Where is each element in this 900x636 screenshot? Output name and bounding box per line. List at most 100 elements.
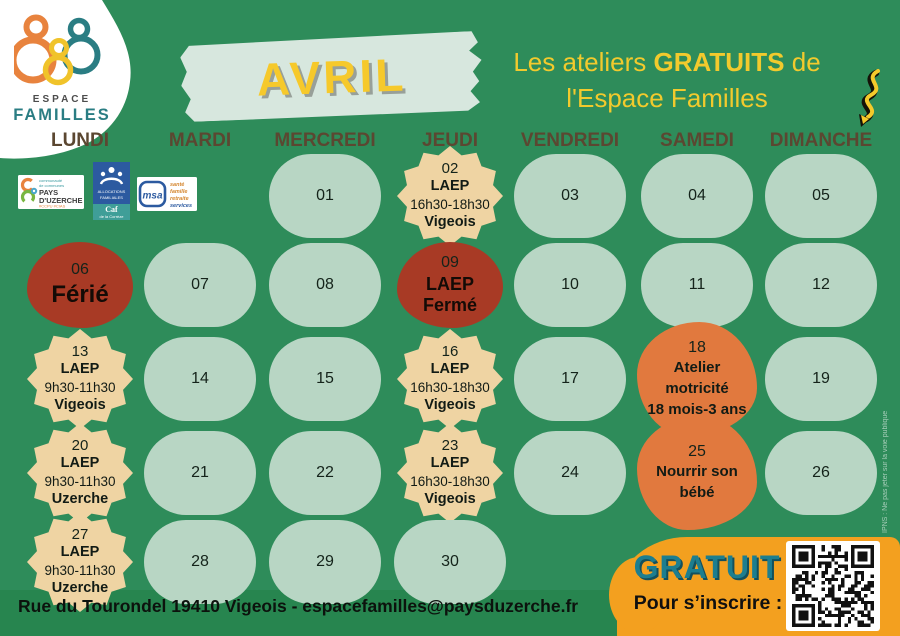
event-line: Atelier: [673, 358, 721, 376]
signup-instruction: Pour s’inscrire :: [633, 592, 783, 614]
date-number: 16: [441, 343, 459, 361]
event-label: Férié: [51, 281, 109, 308]
date-cell: 29: [269, 520, 381, 604]
event-line: LAEP: [60, 361, 100, 378]
date-cell: 11: [641, 243, 753, 327]
date-cell: 15: [269, 337, 381, 421]
day-header: JEUDI: [422, 130, 478, 151]
svg-text:#CCPU #CIAS: #CCPU #CIAS: [39, 204, 66, 209]
day-header: DIMANCHE: [769, 130, 873, 151]
date-cell: 03: [514, 154, 626, 238]
date-cell: 30: [394, 520, 506, 604]
event-line: LAEP: [430, 178, 470, 195]
event-label: LAEP Fermé: [422, 274, 478, 315]
event-cell: 25 Nourrir son bébé: [637, 416, 757, 530]
date-number: 05: [812, 187, 830, 204]
day-header: VENDREDI: [520, 130, 620, 151]
day-header: SAMEDI: [660, 130, 734, 151]
date-number: 13: [71, 343, 89, 361]
date-cell: 12: [765, 243, 877, 327]
event-cell: 06 Férié: [27, 242, 133, 328]
event-line: LAEP: [430, 455, 470, 472]
date-number: 12: [812, 276, 830, 293]
svg-text:retraite: retraite: [170, 196, 189, 202]
svg-text:Caf: Caf: [105, 205, 118, 214]
date-number: 29: [316, 553, 334, 570]
date-cell: 19: [765, 337, 877, 421]
event-cell: 23 LAEP 16h30-18h30 Vigeois: [397, 423, 503, 523]
date-number: 19: [812, 370, 830, 387]
date-cell: 14: [144, 337, 256, 421]
svg-text:FAMILIALES: FAMILIALES: [100, 195, 123, 200]
date-number: 28: [191, 553, 209, 570]
date-cell: 07: [144, 243, 256, 327]
date-number: 01: [316, 187, 334, 204]
svg-text:msa: msa: [142, 191, 162, 202]
event-line: LAEP: [60, 455, 100, 472]
date-cell: 01: [269, 154, 381, 238]
date-cell: 08: [269, 243, 381, 327]
espace-familles-logo-icon: [14, 14, 101, 86]
date-number: 27: [71, 526, 89, 544]
date-number: 15: [316, 370, 334, 387]
day-header: LUNDI: [50, 130, 110, 151]
event-line: 9h30-11h30: [44, 379, 116, 395]
date-number: 20: [71, 437, 89, 455]
tagline: Les ateliers GRATUITS de l'Espace Famill…: [492, 44, 842, 116]
svg-text:ALLOCATIONS: ALLOCATIONS: [98, 189, 126, 194]
event-line: 9h30-11h30: [44, 473, 116, 489]
date-cell: 04: [641, 154, 753, 238]
event-line: motricité: [665, 379, 729, 397]
day-header: MARDI: [168, 130, 232, 151]
event-cell: 09 LAEP Fermé: [397, 242, 503, 328]
event-cell: 16 LAEP 16h30-18h30 Vigeois: [397, 329, 503, 429]
tagline-prefix: Les ateliers: [513, 47, 647, 77]
date-number: 26: [812, 464, 830, 481]
date-number: 04: [688, 187, 706, 204]
date-number: 21: [191, 464, 209, 481]
qr-code: [786, 541, 880, 631]
event-line: LAEP: [430, 361, 470, 378]
brand-espace: ESPACE: [32, 94, 92, 105]
event-line: Vigeois: [424, 491, 476, 508]
free-label: GRATUIT: [633, 549, 781, 585]
print-disclaimer: IPNS : Ne pas jeter sur la voie publique: [882, 410, 889, 533]
event-line: 16h30-18h30: [410, 473, 490, 489]
date-cell: 26: [765, 431, 877, 515]
date-number: 06: [71, 261, 89, 278]
svg-text:communauté: communauté: [39, 178, 63, 183]
event-line: 18 mois-3 ans: [647, 400, 747, 418]
event-line: Nourrir son: [656, 463, 738, 480]
date-cell: 24: [514, 431, 626, 515]
month-title: AVRIL: [255, 47, 408, 106]
event-cell: 13 LAEP 9h30-11h30 Vigeois: [27, 329, 133, 429]
event-line: Vigeois: [54, 397, 106, 414]
date-number: 17: [561, 370, 579, 387]
svg-text:de communes: de communes: [39, 183, 64, 188]
squiggle-arrow-icon: [859, 69, 880, 127]
date-number: 09: [441, 254, 459, 271]
date-number: 14: [191, 370, 209, 387]
svg-text:famille: famille: [170, 189, 187, 195]
footer-address: Rue du Tourondel 19410 Vigeois - espacef…: [18, 596, 579, 616]
date-number: 22: [316, 464, 334, 481]
event-line: bébé: [679, 484, 715, 501]
date-number: 03: [561, 187, 579, 204]
date-number: 30: [441, 553, 459, 570]
date-number: 23: [441, 437, 459, 455]
tagline-highlight: GRATUITS: [653, 47, 785, 77]
brand-familles: FAMILLES: [13, 106, 111, 124]
svg-text:PAYS: PAYS: [39, 188, 58, 197]
date-cell: 28: [144, 520, 256, 604]
date-cell: 10: [514, 243, 626, 327]
msa-logo: msa santé famille retraite services: [137, 177, 197, 211]
svg-text:de la Corrèze: de la Corrèze: [99, 214, 124, 219]
brand-card: ESPACE FAMILLES: [0, 0, 140, 162]
pays-uzerche-logo: communauté de communes PAYS D'UZERCHE #C…: [18, 175, 84, 209]
event-line: Uzerche: [51, 491, 109, 508]
date-number: 10: [561, 276, 579, 293]
date-number: 02: [441, 160, 459, 178]
date-cell: 21: [144, 431, 256, 515]
tagline-line2: l'Espace Familles: [566, 83, 768, 113]
